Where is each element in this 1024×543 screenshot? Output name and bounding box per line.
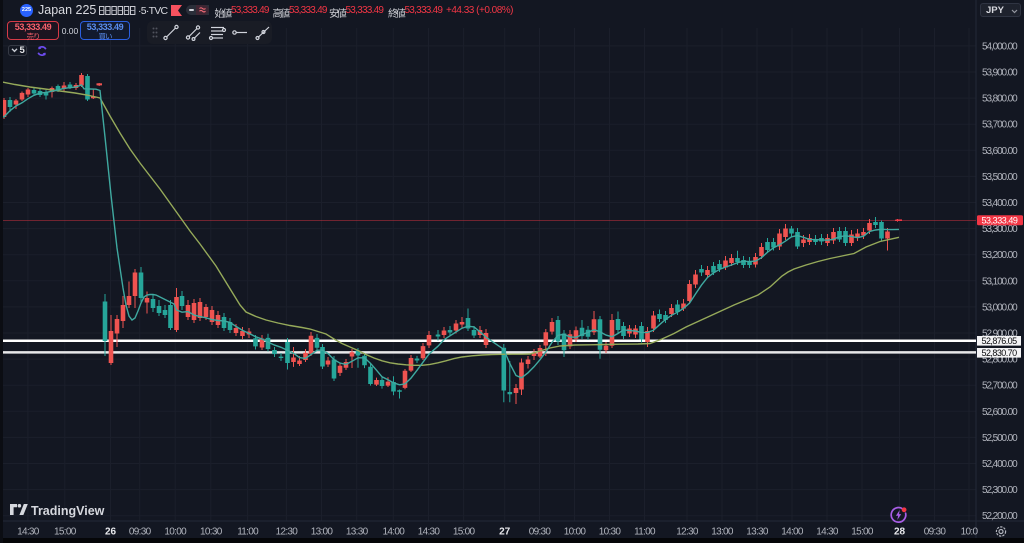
svg-text:09:30: 09:30: [529, 527, 552, 538]
svg-text:15:00: 15:00: [54, 527, 77, 538]
svg-text:53,500.00: 53,500.00: [982, 172, 1018, 183]
svg-text:53,600.00: 53,600.00: [982, 146, 1018, 157]
svg-text:10:00: 10:00: [164, 527, 187, 538]
svg-text:10:00: 10:00: [564, 527, 587, 538]
svg-text:27: 27: [499, 527, 511, 538]
svg-text:52,200.00: 52,200.00: [982, 511, 1018, 522]
svg-text:52,300.00: 52,300.00: [982, 485, 1018, 496]
svg-text:11:00: 11:00: [634, 527, 656, 538]
svg-text:52,700.00: 52,700.00: [982, 381, 1018, 392]
svg-text:52,876.05: 52,876.05: [982, 336, 1018, 346]
svg-text:53,900.00: 53,900.00: [982, 68, 1018, 79]
svg-text:14:30: 14:30: [816, 527, 839, 538]
svg-text:14:30: 14:30: [17, 527, 40, 538]
svg-text:14:00: 14:00: [781, 527, 804, 538]
svg-text:52,500.00: 52,500.00: [982, 433, 1018, 444]
svg-text:54,000.00: 54,000.00: [982, 41, 1018, 52]
svg-text:10:0: 10:0: [961, 527, 979, 538]
svg-text:09:30: 09:30: [129, 527, 152, 538]
svg-text:53,200.00: 53,200.00: [982, 250, 1018, 261]
svg-text:52,400.00: 52,400.00: [982, 459, 1018, 470]
svg-text:52,600.00: 52,600.00: [982, 407, 1018, 418]
svg-text:53,400.00: 53,400.00: [982, 198, 1018, 209]
svg-text:53,333.49: 53,333.49: [982, 216, 1018, 226]
svg-text:12:30: 12:30: [676, 527, 699, 538]
svg-text:53,300.00: 53,300.00: [982, 224, 1018, 235]
svg-text:15:00: 15:00: [453, 527, 476, 538]
svg-text:15:00: 15:00: [851, 527, 874, 538]
svg-text:13:00: 13:00: [711, 527, 734, 538]
svg-text:13:30: 13:30: [346, 527, 369, 538]
svg-text:53,700.00: 53,700.00: [982, 120, 1018, 131]
svg-text:53,800.00: 53,800.00: [982, 94, 1018, 105]
svg-text:14:30: 14:30: [418, 527, 441, 538]
svg-text:13:30: 13:30: [746, 527, 769, 538]
svg-text:14:00: 14:00: [383, 527, 406, 538]
svg-text:10:30: 10:30: [200, 527, 223, 538]
svg-text:52,830.70: 52,830.70: [982, 348, 1018, 358]
svg-text:13:00: 13:00: [311, 527, 334, 538]
svg-text:52,800.00: 52,800.00: [982, 355, 1018, 366]
svg-text:53,100.00: 53,100.00: [982, 276, 1018, 287]
svg-text:09:30: 09:30: [924, 527, 947, 538]
svg-text:53,000.00: 53,000.00: [982, 302, 1018, 313]
svg-text:52,900.00: 52,900.00: [982, 329, 1018, 340]
svg-text:26: 26: [105, 527, 117, 538]
svg-text:12:30: 12:30: [276, 527, 299, 538]
svg-text:10:30: 10:30: [599, 527, 622, 538]
svg-text:28: 28: [894, 527, 906, 538]
svg-text:11:00: 11:00: [237, 527, 259, 538]
